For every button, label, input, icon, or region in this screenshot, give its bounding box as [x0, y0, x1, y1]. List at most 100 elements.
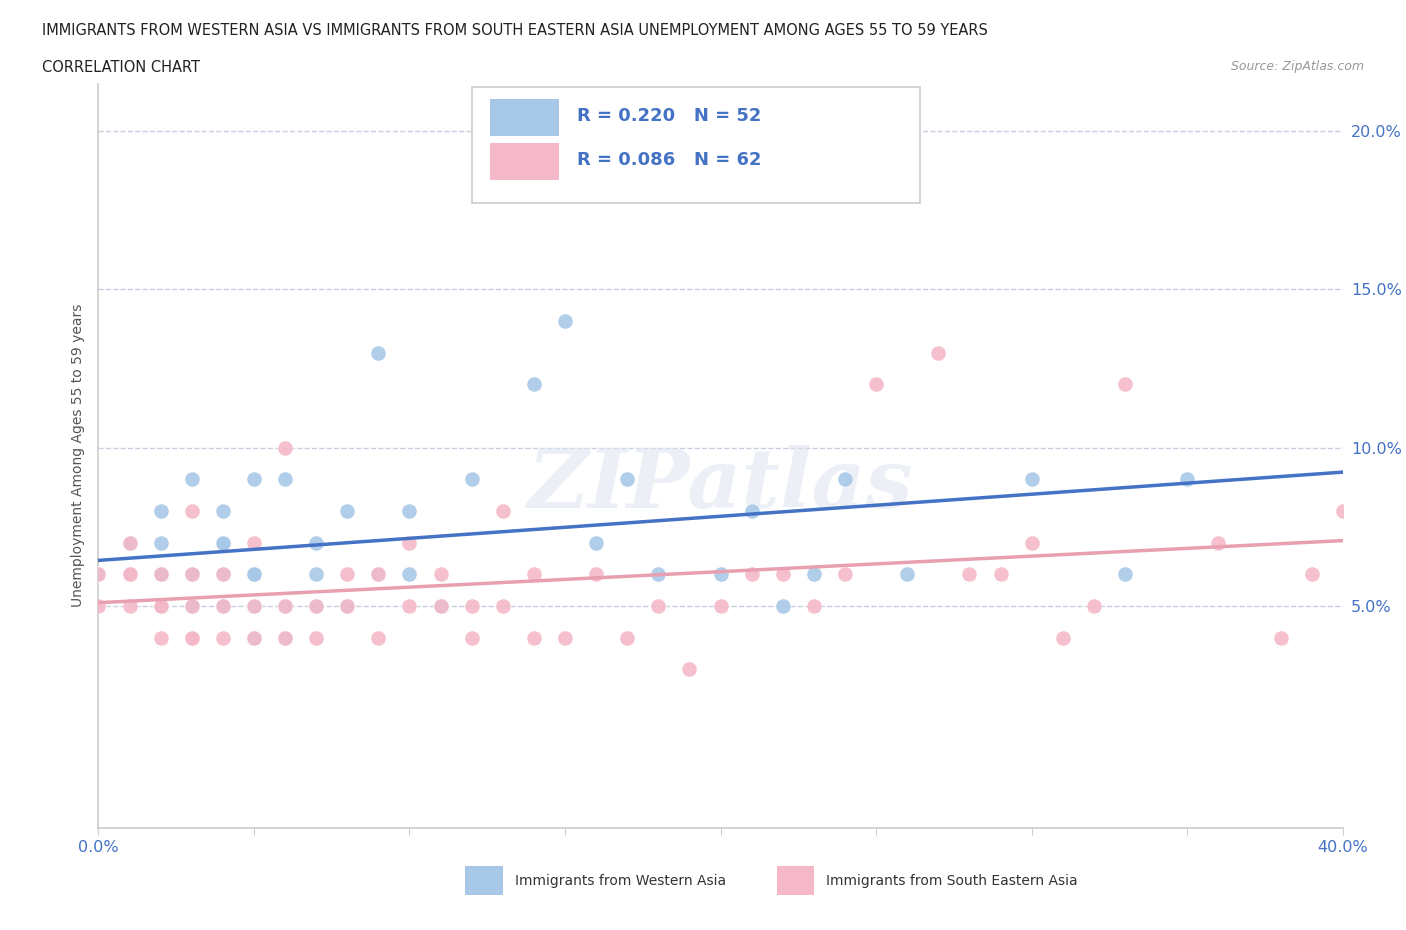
Point: [149, 599, 172, 614]
Point: [492, 504, 515, 519]
Point: [211, 631, 233, 645]
Point: [834, 472, 856, 487]
Point: [243, 631, 266, 645]
Point: [243, 472, 266, 487]
Point: [243, 599, 266, 614]
Point: [710, 567, 733, 582]
Point: [180, 599, 202, 614]
Point: [429, 599, 451, 614]
Y-axis label: Unemployment Among Ages 55 to 59 years: Unemployment Among Ages 55 to 59 years: [70, 304, 84, 607]
Text: CORRELATION CHART: CORRELATION CHART: [42, 60, 200, 75]
Point: [492, 599, 515, 614]
Point: [616, 472, 638, 487]
Point: [1052, 631, 1074, 645]
Point: [274, 599, 297, 614]
Point: [1301, 567, 1323, 582]
Point: [741, 504, 763, 519]
Text: Immigrants from South Eastern Asia: Immigrants from South Eastern Asia: [827, 873, 1078, 887]
Point: [398, 599, 420, 614]
Point: [87, 567, 110, 582]
Point: [367, 345, 389, 360]
Point: [180, 631, 202, 645]
Point: [460, 472, 484, 487]
Point: [180, 631, 202, 645]
Point: [585, 567, 607, 582]
Point: [398, 504, 420, 519]
Bar: [491, 143, 558, 180]
Point: [118, 599, 141, 614]
Point: [1270, 631, 1292, 645]
Point: [1083, 599, 1105, 614]
Point: [180, 472, 202, 487]
Point: [367, 567, 389, 582]
Point: [305, 599, 328, 614]
Point: [243, 536, 266, 551]
Point: [585, 536, 607, 551]
Point: [710, 599, 733, 614]
Point: [305, 567, 328, 582]
Point: [149, 599, 172, 614]
Point: [211, 504, 233, 519]
Point: [118, 536, 141, 551]
Point: [1331, 504, 1354, 519]
Point: [429, 567, 451, 582]
Point: [118, 567, 141, 582]
Point: [87, 599, 110, 614]
Point: [118, 567, 141, 582]
Point: [336, 567, 359, 582]
Point: [274, 472, 297, 487]
Point: [180, 567, 202, 582]
Point: [616, 631, 638, 645]
Point: [803, 567, 825, 582]
Text: Source: ZipAtlas.com: Source: ZipAtlas.com: [1230, 60, 1364, 73]
Point: [647, 567, 669, 582]
Point: [180, 599, 202, 614]
Point: [554, 313, 576, 328]
Point: [180, 567, 202, 582]
Point: [678, 662, 700, 677]
Point: [243, 599, 266, 614]
Point: [305, 536, 328, 551]
Point: [865, 377, 887, 392]
Point: [211, 536, 233, 551]
Point: [243, 567, 266, 582]
Point: [180, 567, 202, 582]
Point: [429, 599, 451, 614]
Point: [523, 567, 546, 582]
Text: R = 0.086   N = 62: R = 0.086 N = 62: [578, 152, 762, 169]
Text: Immigrants from Western Asia: Immigrants from Western Asia: [515, 873, 727, 887]
Point: [803, 599, 825, 614]
Point: [211, 567, 233, 582]
Point: [118, 536, 141, 551]
Point: [772, 599, 794, 614]
Point: [990, 567, 1012, 582]
Point: [367, 567, 389, 582]
Point: [1021, 536, 1043, 551]
Point: [336, 599, 359, 614]
Point: [1175, 472, 1198, 487]
Bar: [491, 99, 558, 136]
Point: [1206, 536, 1229, 551]
Point: [211, 599, 233, 614]
Point: [149, 536, 172, 551]
Point: [180, 599, 202, 614]
Point: [772, 567, 794, 582]
Point: [180, 504, 202, 519]
Point: [149, 567, 172, 582]
Point: [523, 631, 546, 645]
Point: [243, 567, 266, 582]
Point: [460, 631, 484, 645]
Point: [211, 599, 233, 614]
Point: [149, 504, 172, 519]
Point: [149, 567, 172, 582]
Bar: [465, 867, 503, 895]
Point: [149, 567, 172, 582]
Point: [959, 567, 981, 582]
Text: IMMIGRANTS FROM WESTERN ASIA VS IMMIGRANTS FROM SOUTH EASTERN ASIA UNEMPLOYMENT : IMMIGRANTS FROM WESTERN ASIA VS IMMIGRAN…: [42, 23, 988, 38]
Point: [211, 567, 233, 582]
Point: [305, 631, 328, 645]
Point: [274, 599, 297, 614]
Text: R = 0.220   N = 52: R = 0.220 N = 52: [578, 107, 762, 125]
Point: [274, 440, 297, 455]
Point: [305, 599, 328, 614]
